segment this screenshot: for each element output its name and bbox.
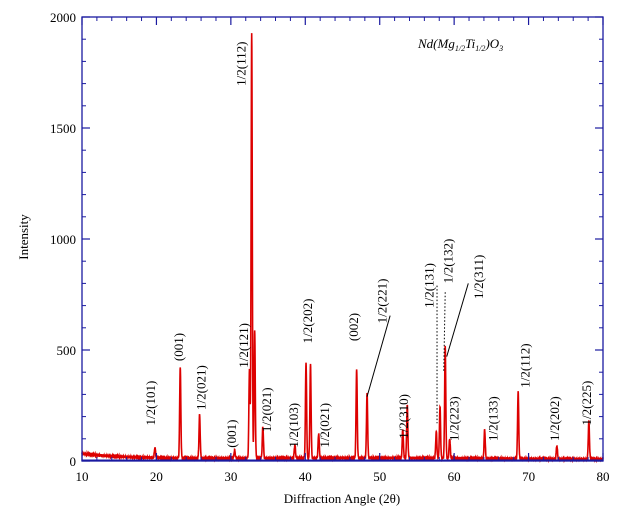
peak-label: 1/2(311) [471,255,486,299]
y-tick-label: 1500 [50,121,76,136]
peak-label: 1/2(132) [441,239,456,284]
peak-point [402,431,404,433]
peak-label: 1/2(112) [234,42,249,86]
formula-part: )O [484,36,499,51]
peak-point [517,393,519,395]
peak-label: 1/2(133) [485,396,500,441]
peak-point [588,422,590,424]
peak-label: 1/2(223) [447,396,462,441]
y-axis-title: Intensity [16,214,31,260]
leader-line [446,283,469,357]
peak-point [294,447,296,449]
peak-label: 1/2(112) [517,343,532,387]
x-tick-label: 30 [224,469,237,484]
peak-point [406,407,408,409]
peak-label: 1/2(121) [236,323,251,368]
peak-point [449,440,451,442]
peak-point [356,371,358,373]
peak-point [439,409,441,411]
peak-point [556,447,558,449]
peak-point [435,433,437,435]
x-tick-label: 20 [150,469,163,484]
peak-label: 1/2(101) [143,381,158,426]
peak-point [198,417,201,419]
peak-point [251,34,253,36]
peak-label: 1/2(103) [286,403,301,448]
peak-label: (002) [346,313,361,341]
y-tick-label: 500 [57,343,77,358]
plot-area [81,33,604,464]
peak-label: (001) [224,420,239,448]
peak-point [484,431,486,433]
x-tick-label: 70 [522,469,535,484]
diffraction-pattern-line [81,33,604,464]
peak-point [444,349,446,351]
formula-subscript: 1/2 [475,44,485,53]
formula-part: Ti [465,36,476,51]
peak-label: 1/2(202) [300,299,315,344]
peak-point [233,452,236,454]
x-tick-label: 10 [76,469,89,484]
peak-point [305,364,307,367]
leader-line [366,315,391,397]
x-tick-label: 60 [448,469,461,484]
formula-subscript: 3 [498,44,503,53]
peak-point [179,369,181,371]
peak-label: 1/2(021) [259,387,274,432]
peak-label: 1/2(131) [421,263,436,308]
leader-line [443,292,446,373]
peak-labels: 1/2(101) (001) 1/2(021) (001) 1/2(121) 1/2(11… [143,42,594,448]
peak-point [154,450,156,452]
formula-part: Nd(Mg [417,36,455,51]
y-tick-label: 1000 [50,232,76,247]
peak-point [262,429,264,431]
peak-label: 1/2(202) [547,396,562,441]
formula-annotation: Nd(Mg1/2Ti1/2)O3 [417,36,503,53]
peak-label: 1/2(021) [317,403,332,448]
axes: 10 20 30 40 50 60 70 80 0 500 1000 1500 2000 [50,10,610,484]
y-tick-label: 0 [70,454,77,469]
x-axis-title: Diffraction Angle (2θ) [284,491,400,506]
peak-point [248,371,251,373]
formula-subscript: 1/2 [455,44,465,53]
x-tick-label: 50 [373,469,386,484]
x-tick-label: 80 [597,469,610,484]
peak-point [309,367,312,369]
peak-label: 1/2(310) [396,394,411,439]
peak-label: 1/2(221) [374,279,389,324]
peak-point [254,332,256,334]
x-tick-label: 40 [299,469,312,484]
peak-label: (001) [171,333,186,361]
peak-label: 1/2(225) [579,381,594,426]
y-tick-label: 2000 [50,10,76,25]
peak-point [318,435,320,438]
peak-label: 1/2(021) [194,365,209,410]
